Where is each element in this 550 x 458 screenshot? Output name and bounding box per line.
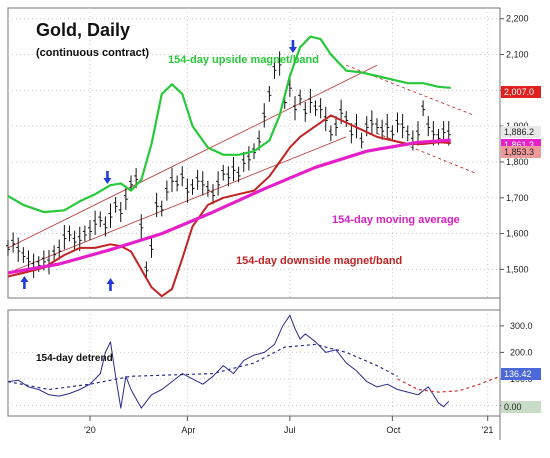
detrend-badge: 136.42 — [504, 369, 532, 379]
arrow-up-icon — [106, 278, 115, 291]
price-y-tick-label: 1,700 — [506, 193, 529, 203]
detrend-title: 154-day detrend — [36, 353, 113, 364]
price-y-tick-label: 1,800 — [506, 157, 529, 167]
moving-average-annotation: 154-day moving average — [332, 214, 460, 226]
price-y-tick-label: 1,600 — [506, 229, 529, 239]
price-badge-bg — [501, 86, 541, 98]
x-tick-label: Apr — [181, 425, 195, 435]
price-badge: 1,886.2 — [504, 127, 534, 137]
price-badge: 1,853.3 — [504, 147, 534, 157]
downside-annotation: 154-day downside magnet/band — [236, 255, 402, 267]
price-y-tick-label: 2,100 — [506, 50, 529, 60]
detrend-badge-bg — [501, 401, 541, 413]
lower-channel-line — [7, 136, 347, 274]
price-badge-bg — [501, 126, 541, 138]
detrend-smoothed-line — [7, 343, 398, 391]
downside-magnet-line — [7, 114, 451, 298]
upper-channel-line — [7, 64, 378, 249]
upside-magnet-line — [7, 35, 451, 214]
x-tick-label: Oct — [386, 425, 401, 435]
price-badge: 1,861.3 — [504, 140, 534, 150]
moving-average-line — [7, 138, 451, 275]
price-badge-bg — [501, 146, 541, 158]
price-y-tick-label: 1,500 — [506, 264, 529, 274]
detrend-badge: 0.00 — [504, 402, 522, 412]
arrow-down-icon — [103, 171, 112, 184]
price-y-tick-label: 2,200 — [506, 14, 529, 24]
price-badge: 2,007.0 — [504, 87, 534, 97]
detrend-y-tick-label: 200.0 — [510, 347, 533, 357]
chart-title: Gold, Daily — [36, 20, 130, 40]
upside-annotation: 154-day upside magnet/band — [168, 54, 319, 66]
chart-subtitle: (continuous contract) — [36, 47, 149, 59]
x-tick-label: '21 — [482, 425, 494, 435]
detrend-badge-bg — [501, 368, 541, 380]
detrend-y-tick-label: 300.0 — [510, 321, 533, 331]
x-tick-label: Jul — [284, 425, 296, 435]
arrow-up-icon — [20, 276, 29, 289]
x-tick-label: '20 — [84, 425, 96, 435]
detrend-projection-line — [397, 375, 501, 393]
upper-projection-line — [346, 64, 475, 116]
arrow-down-icon — [288, 40, 297, 53]
